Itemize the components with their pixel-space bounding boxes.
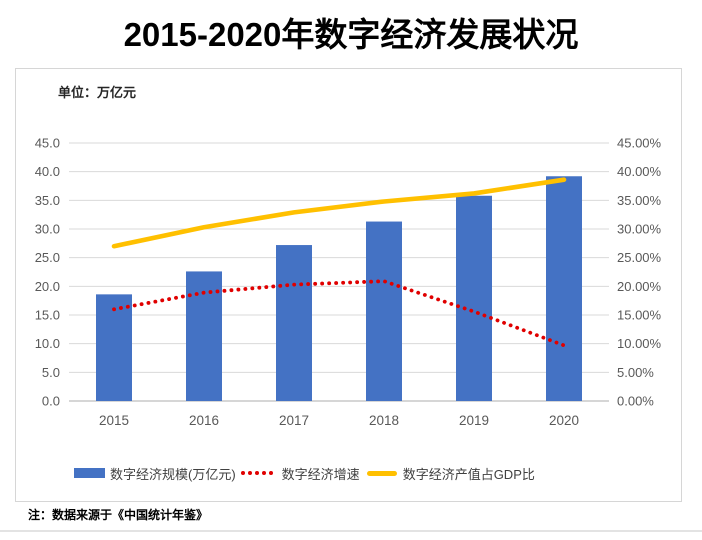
- y-tick-label-left: 15.0: [35, 308, 60, 323]
- x-tick-label: 2015: [99, 413, 129, 428]
- y-tick-label-left: 0.0: [42, 394, 60, 409]
- x-tick-label: 2020: [549, 413, 579, 428]
- unit-label: 单位：万亿元: [58, 85, 137, 100]
- bar-swatch-icon: [74, 468, 105, 478]
- y-tick-label-left: 20.0: [35, 279, 60, 294]
- solid-line-swatch-icon: [366, 470, 397, 476]
- y-tick-label-right: 10.00%: [617, 336, 662, 351]
- bar: [276, 245, 312, 401]
- bar: [96, 294, 132, 401]
- x-tick-label: 2018: [369, 413, 399, 428]
- y-tick-label-right: 15.00%: [617, 308, 662, 323]
- y-tick-label-left: 25.0: [35, 250, 60, 265]
- chart-title: 2015-2020年数字经济发展状况: [123, 16, 579, 53]
- legend-item-growth: 数字经济增速: [240, 464, 360, 483]
- y-tick-label-left: 10.0: [35, 336, 60, 351]
- bar: [546, 176, 582, 401]
- bar: [366, 221, 402, 401]
- y-tick-label-left: 40.0: [35, 164, 60, 179]
- legend-label-scale: 数字经济规模(万亿元): [110, 466, 236, 482]
- dotted-line-swatch-icon: [240, 471, 276, 475]
- legend: 数字经济规模(万亿元) 数字经济增速 数字经济产值占GDP比: [74, 463, 540, 483]
- y-tick-label-right: 45.00%: [617, 136, 662, 151]
- bar: [456, 195, 492, 401]
- gdp-share-line: [111, 177, 567, 249]
- legend-label-growth: 数字经济增速: [281, 466, 360, 482]
- y-tick-label-right: 30.00%: [617, 222, 662, 237]
- chart-container: 单位：万亿元 45.0 45.00% 40.0 40.00% 35.0 35.00% 30.…: [15, 68, 682, 502]
- x-tick-label: 2016: [189, 413, 219, 428]
- y-tick-label-right: 0.00%: [617, 394, 654, 409]
- y-tick-label-right: 25.00%: [617, 250, 662, 265]
- y-tick-label-left: 5.0: [42, 365, 60, 380]
- y-tick-label-left: 30.0: [35, 222, 60, 237]
- x-tick-label: 2017: [279, 413, 309, 428]
- y-tick-label-left: 45.0: [35, 136, 60, 151]
- y-tick-label-right: 35.00%: [617, 193, 662, 208]
- y-tick-label-right: 5.00%: [617, 365, 654, 380]
- x-tick-label: 2019: [459, 413, 489, 428]
- y-tick-label-right: 40.00%: [617, 164, 662, 179]
- legend-item-scale: 数字经济规模(万亿元): [74, 464, 236, 483]
- legend-item-gdp-share: 数字经济产值占GDP比: [365, 464, 535, 483]
- chart-plot: 45.0 45.00% 40.0 40.00% 35.0 35.00% 30.0 30.00%…: [35, 136, 662, 429]
- source-note: 注：数据来源于《中国统计年鉴》: [28, 508, 209, 522]
- growth-rate-line: [112, 279, 566, 348]
- y-tick-label-right: 20.00%: [617, 279, 662, 294]
- y-tick-label-left: 35.0: [35, 193, 60, 208]
- bottom-divider: [0, 530, 702, 532]
- legend-label-gdp-share: 数字经济产值占GDP比: [402, 466, 535, 482]
